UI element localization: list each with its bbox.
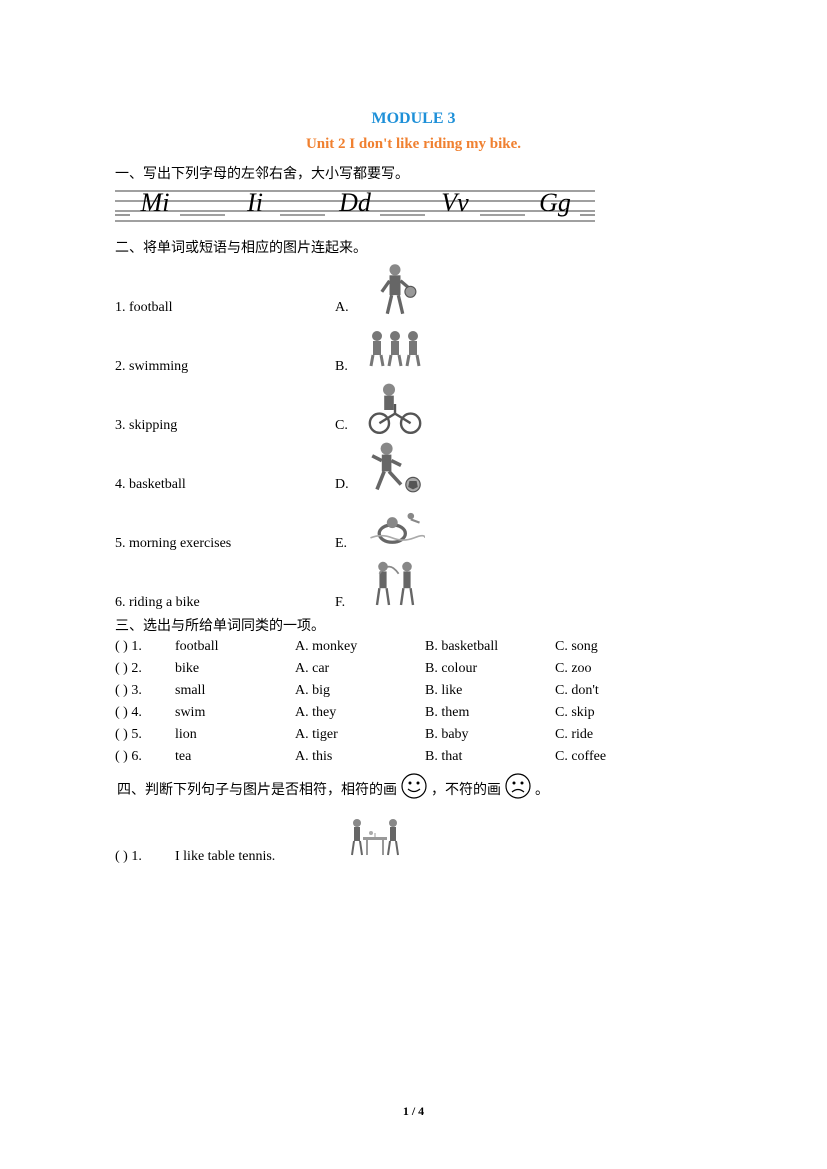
img-bike [365, 379, 425, 434]
unit-title: Unit 2 I don't like riding my bike. [115, 136, 712, 153]
happy-face-icon [401, 773, 427, 804]
section2-head: 二、将单词或短语与相应的图片连起来。 [115, 237, 712, 257]
section1-head: 一、写出下列字母的左邻右舍，大小写都要写。 [115, 163, 712, 183]
svg-text:Vv: Vv [441, 188, 469, 217]
match-list: 1. footballA. 2. swimmingB. 3. skippingC… [115, 261, 712, 611]
img-football [365, 438, 425, 493]
section3-head: 三、选出与所给单词同类的一项。 [115, 615, 712, 635]
img-table-tennis [345, 810, 405, 865]
img-swim [365, 497, 425, 552]
svg-text:Ii: Ii [246, 188, 263, 217]
img-basketball-girl [365, 261, 425, 316]
q4-item: ( ) 1. I like table tennis. [115, 810, 712, 865]
svg-text:Dd: Dd [338, 188, 372, 217]
svg-text:Mi: Mi [140, 188, 170, 217]
sad-face-icon [505, 773, 531, 804]
img-skipping [365, 556, 425, 611]
svg-text:Gg: Gg [539, 188, 571, 217]
writing-lines: Mi Ii Dd Vv Gg [115, 187, 712, 227]
module-title: MODULE 3 [115, 110, 712, 128]
section4-head: 四、判断下列句子与图片是否相符，相符的画 ，不符的画 。 [115, 773, 712, 804]
img-three-kids [365, 320, 425, 375]
q3-list: ( ) 1.footballA. monkeyB. basketballC. s… [115, 639, 712, 765]
page-footer: 1 / 4 [0, 1104, 827, 1119]
